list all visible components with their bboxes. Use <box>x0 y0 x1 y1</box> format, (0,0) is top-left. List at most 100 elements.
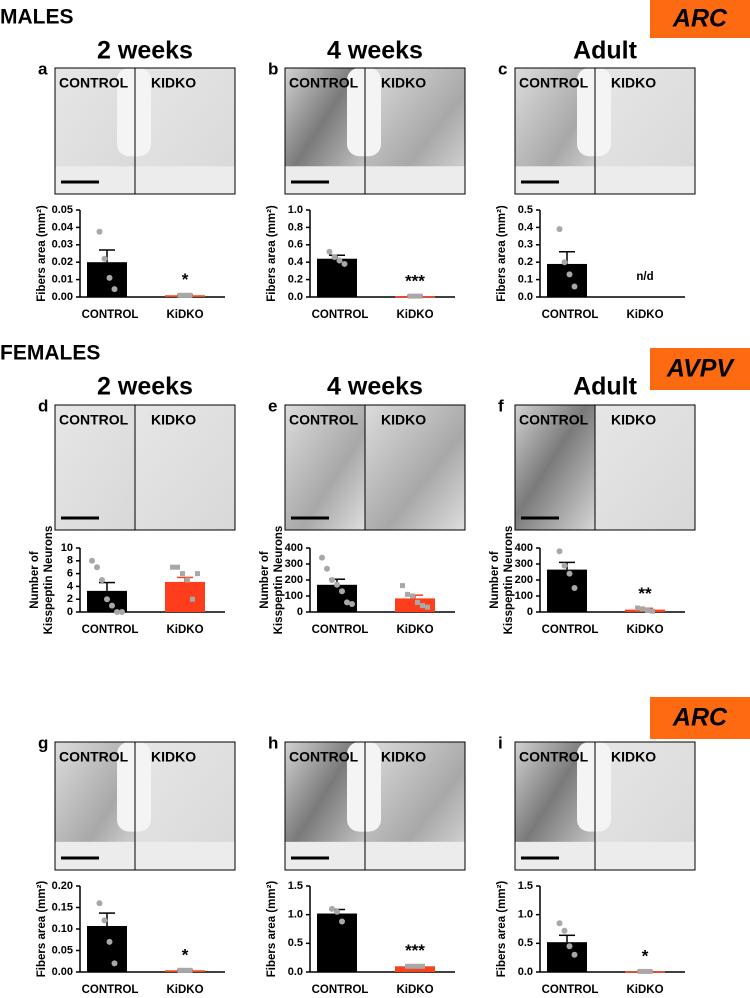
y-axis-label: Fibers area (mm²) <box>36 881 48 978</box>
micrograph-kidko <box>135 405 235 530</box>
x-tick-label: CONTROL <box>542 309 599 321</box>
median-eminence <box>285 841 465 870</box>
y-tick-label: 0.5 <box>288 937 303 949</box>
y-tick-label: 6 <box>67 568 73 580</box>
data-point <box>339 918 345 925</box>
image-label: CONTROL <box>59 75 129 91</box>
data-point <box>425 604 430 610</box>
data-point <box>331 253 338 260</box>
image-label: CONTROL <box>289 749 359 765</box>
data-point <box>561 927 568 934</box>
image-label: KIDKO <box>381 75 426 91</box>
region-box <box>650 348 750 390</box>
data-point <box>104 596 110 603</box>
y-axis-label: Fibers area (mm²) <box>496 881 508 978</box>
data-point <box>106 274 113 281</box>
data-point <box>637 968 643 974</box>
panel-letter: h <box>268 733 278 752</box>
data-point <box>101 255 108 262</box>
data-point <box>324 565 330 572</box>
data-point <box>400 583 405 589</box>
y-tick-label: 2 <box>67 593 73 605</box>
data-point <box>109 602 115 609</box>
y-axis-label: Fibers area (mm²) <box>266 205 278 302</box>
data-point <box>344 599 350 606</box>
y-axis-label: Fibers area (mm²) <box>36 205 48 302</box>
image-label: KIDKO <box>381 749 426 765</box>
x-tick-label: CONTROL <box>542 624 599 636</box>
panel-title: 4 weeks <box>327 37 423 65</box>
data-point <box>187 967 193 973</box>
data-point <box>96 900 103 907</box>
x-tick-label: CONTROL <box>82 624 139 636</box>
significance: * <box>642 947 649 966</box>
data-point <box>642 968 648 974</box>
image-label: CONTROL <box>59 412 129 428</box>
y-tick-label: 0.1 <box>518 274 533 286</box>
data-point <box>175 564 180 570</box>
data-point <box>410 593 415 599</box>
y-tick-label: 0.8 <box>288 221 303 233</box>
y-tick-label: 0.00 <box>52 291 73 303</box>
data-point <box>170 564 175 570</box>
data-point <box>177 967 183 973</box>
micrograph-control <box>55 405 135 530</box>
x-tick-label: CONTROL <box>312 984 369 996</box>
ventricle <box>347 68 381 157</box>
panel-title: Adult <box>573 37 638 65</box>
y-tick-label: 0 <box>67 606 73 618</box>
bar <box>87 262 127 297</box>
ventricle <box>577 68 611 157</box>
y-tick-label: 0.0 <box>288 966 303 978</box>
data-point <box>571 283 578 290</box>
data-point <box>101 917 108 924</box>
data-point <box>177 292 183 298</box>
x-tick-label: KiDKO <box>626 309 663 321</box>
image-label: CONTROL <box>519 412 589 428</box>
data-point <box>334 908 340 915</box>
micrograph-control <box>515 405 595 530</box>
data-point <box>561 259 568 266</box>
data-point <box>187 292 193 298</box>
x-tick-label: CONTROL <box>82 984 139 996</box>
y-axis-label: Number of Kisspeptin Neurons <box>29 526 55 635</box>
y-tick-label: 0.4 <box>518 221 534 233</box>
y-tick-label: 1.0 <box>518 909 533 921</box>
y-tick-label: 0.00 <box>52 966 73 978</box>
section-label: FEMALES <box>0 342 100 365</box>
median-eminence <box>515 841 695 870</box>
data-point <box>329 905 335 912</box>
micrograph-frame <box>514 404 696 531</box>
significance: *** <box>405 941 425 960</box>
y-tick-label: 0.5 <box>518 204 533 216</box>
section-label: MALES <box>0 6 74 29</box>
image-label: KIDKO <box>151 75 196 91</box>
y-tick-label: 200 <box>515 574 533 586</box>
image-label: KIDKO <box>611 749 656 765</box>
data-point <box>339 588 345 595</box>
y-tick-label: 200 <box>285 574 303 586</box>
micrograph-frame <box>284 67 466 195</box>
panel-letter: c <box>498 59 507 78</box>
panel-title: 2 weeks <box>97 37 193 65</box>
y-tick-label: 0.0 <box>518 966 533 978</box>
y-tick-label: 0.0 <box>518 291 533 303</box>
bar <box>87 925 127 972</box>
panel-letter: e <box>268 396 277 415</box>
significance: * <box>182 945 189 964</box>
ventricle <box>117 68 151 157</box>
y-tick-label: 400 <box>515 542 533 554</box>
y-tick-label: 100 <box>515 590 533 602</box>
data-point <box>556 226 563 233</box>
data-point <box>640 606 645 612</box>
micrograph-kidko <box>365 405 465 530</box>
data-point <box>420 603 425 609</box>
bar <box>547 263 587 297</box>
data-point <box>561 562 568 569</box>
panel-title: 4 weeks <box>327 373 423 401</box>
micrograph-frame <box>54 404 236 531</box>
y-tick-label: 0.15 <box>52 901 73 913</box>
data-point <box>566 271 573 278</box>
ventricle <box>117 742 151 832</box>
